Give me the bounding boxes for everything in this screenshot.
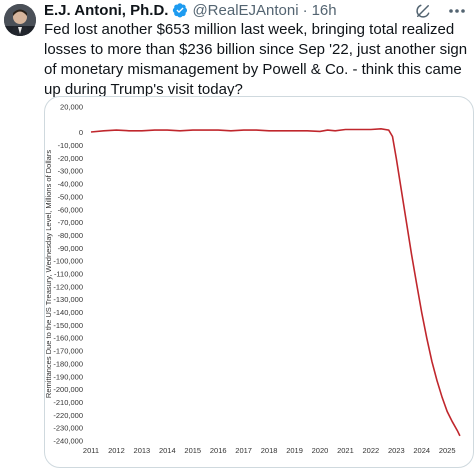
y-tick-label: -80,000 bbox=[58, 231, 83, 240]
x-tick-label: 2019 bbox=[286, 446, 303, 455]
y-tick-label: -30,000 bbox=[58, 167, 83, 176]
y-tick-label: -20,000 bbox=[58, 154, 83, 163]
x-tick-label: 2025 bbox=[439, 446, 456, 455]
x-tick-label: 2021 bbox=[337, 446, 354, 455]
x-tick-label: 2022 bbox=[363, 446, 380, 455]
x-tick-label: 2017 bbox=[235, 446, 252, 455]
series-line bbox=[90, 127, 461, 437]
x-tick-label: 2013 bbox=[134, 446, 151, 455]
y-tick-label: -10,000 bbox=[58, 141, 83, 150]
y-tick-label: 20,000 bbox=[60, 103, 83, 112]
y-tick-label: -210,000 bbox=[53, 398, 83, 407]
more-icon[interactable] bbox=[446, 4, 468, 18]
y-tick-label: -120,000 bbox=[53, 282, 83, 291]
y-axis-label: Remittances Due to the US Treasury, Wedn… bbox=[45, 150, 53, 398]
separator-dot: · bbox=[302, 1, 308, 19]
y-tick-label: -220,000 bbox=[53, 411, 83, 420]
x-axis: 2011 2012 2013 2014 2015 2016 2017 2018 2019 2020… bbox=[83, 446, 456, 455]
grok-icon[interactable] bbox=[414, 2, 432, 20]
verified-badge-icon bbox=[172, 2, 188, 18]
y-tick-label: -70,000 bbox=[58, 218, 83, 227]
y-tick-label: -140,000 bbox=[53, 308, 83, 317]
y-tick-label: -40,000 bbox=[58, 180, 83, 189]
x-tick-label: 2024 bbox=[413, 446, 430, 455]
y-tick-label: -170,000 bbox=[53, 347, 83, 356]
x-tick-label: 2016 bbox=[210, 446, 227, 455]
author-name[interactable]: E.J. Antoni, Ph.D. bbox=[44, 1, 169, 19]
x-tick-label: 2012 bbox=[108, 446, 125, 455]
y-tick-label: -130,000 bbox=[53, 295, 83, 304]
x-tick-label: 2023 bbox=[388, 446, 405, 455]
y-tick-label: -200,000 bbox=[53, 385, 83, 394]
y-tick-label: -50,000 bbox=[58, 192, 83, 201]
y-tick-label: 0 bbox=[79, 128, 83, 137]
y-tick-label: -160,000 bbox=[53, 334, 83, 343]
y-tick-label: -190,000 bbox=[53, 372, 83, 381]
y-axis: 20,000 0 -10,000 -20,000 -30,000 -40,000 -50,0… bbox=[53, 103, 83, 446]
x-tick-label: 2011 bbox=[83, 446, 99, 455]
x-tick-label: 2020 bbox=[312, 446, 329, 455]
timestamp[interactable]: 16h bbox=[311, 1, 337, 19]
x-tick-label: 2015 bbox=[184, 446, 201, 455]
avatar[interactable] bbox=[4, 4, 36, 36]
y-tick-label: -240,000 bbox=[53, 437, 83, 446]
y-tick-label: -90,000 bbox=[58, 244, 83, 253]
author-handle[interactable]: @RealEJAntoni bbox=[192, 1, 299, 19]
y-tick-label: -110,000 bbox=[54, 270, 83, 279]
y-tick-label: -230,000 bbox=[53, 424, 83, 433]
y-tick-label: -100,000 bbox=[53, 257, 83, 266]
y-tick-label: -180,000 bbox=[53, 359, 83, 368]
tweet-media-chart[interactable]: 20,000 0 -10,000 -20,000 -30,000 -40,000 -50,0… bbox=[44, 96, 474, 468]
x-tick-label: 2018 bbox=[261, 446, 278, 455]
y-tick-label: -150,000 bbox=[53, 321, 83, 330]
y-tick-label: -60,000 bbox=[58, 205, 83, 214]
remittances-line-chart: 20,000 0 -10,000 -20,000 -30,000 -40,000 -50,0… bbox=[45, 103, 461, 455]
avatar-portrait-icon bbox=[4, 4, 36, 36]
tweet-text: Fed lost another $653 million last week,… bbox=[44, 21, 468, 98]
x-tick-label: 2014 bbox=[159, 446, 176, 455]
tweet-header: E.J. Antoni, Ph.D. @RealEJAntoni · 16h bbox=[44, 0, 337, 20]
